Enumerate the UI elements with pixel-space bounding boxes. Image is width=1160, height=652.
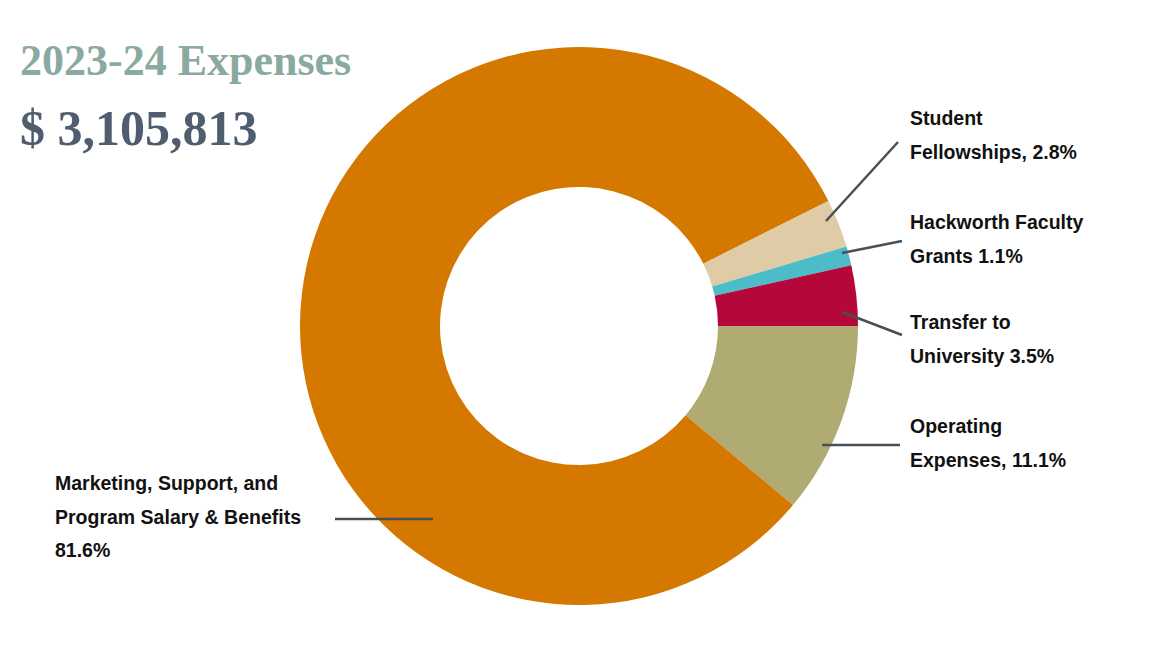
leader-line [822, 444, 900, 447]
leader-line [335, 518, 433, 521]
slice-label-line: Fellowships, 2.8% [910, 141, 1077, 163]
slice-label-line: Expenses, 11.1% [910, 449, 1066, 471]
slice-label-line: Operating [910, 415, 1002, 437]
slice-label-line: University 3.5% [910, 345, 1054, 367]
slice-label-line: Transfer to [910, 311, 1011, 333]
slice-label-line: 81.6% [55, 539, 110, 561]
title: 2023-24 Expenses [20, 36, 351, 85]
slice-label-line: Program Salary & Benefits [55, 506, 301, 528]
slice [715, 265, 858, 326]
leader-line [842, 241, 902, 253]
slice-label-line: Student [910, 107, 983, 129]
slice-label: Hackworth Faculty Grants 1.1% [910, 211, 1084, 267]
subtitle: $ 3,105,813 [20, 100, 258, 156]
slice-label: Marketing, Support, and Program Salary & … [55, 472, 301, 561]
leader-line [826, 142, 898, 221]
slice-label: Operating Expenses, 11.1% [910, 415, 1066, 471]
slice-label-line: Grants 1.1% [910, 245, 1023, 267]
slice-label: Transfer to University 3.5% [910, 311, 1054, 367]
chart: 2023-24 Expenses $ 3,105,813 Operating Expe… [0, 0, 1160, 652]
slice-label: Student Fellowships, 2.8% [910, 107, 1077, 163]
slices [300, 47, 858, 605]
leader-line [842, 312, 902, 335]
slice-label-line: Marketing, Support, and [55, 472, 278, 494]
slice-label-line: Hackworth Faculty [910, 211, 1084, 233]
